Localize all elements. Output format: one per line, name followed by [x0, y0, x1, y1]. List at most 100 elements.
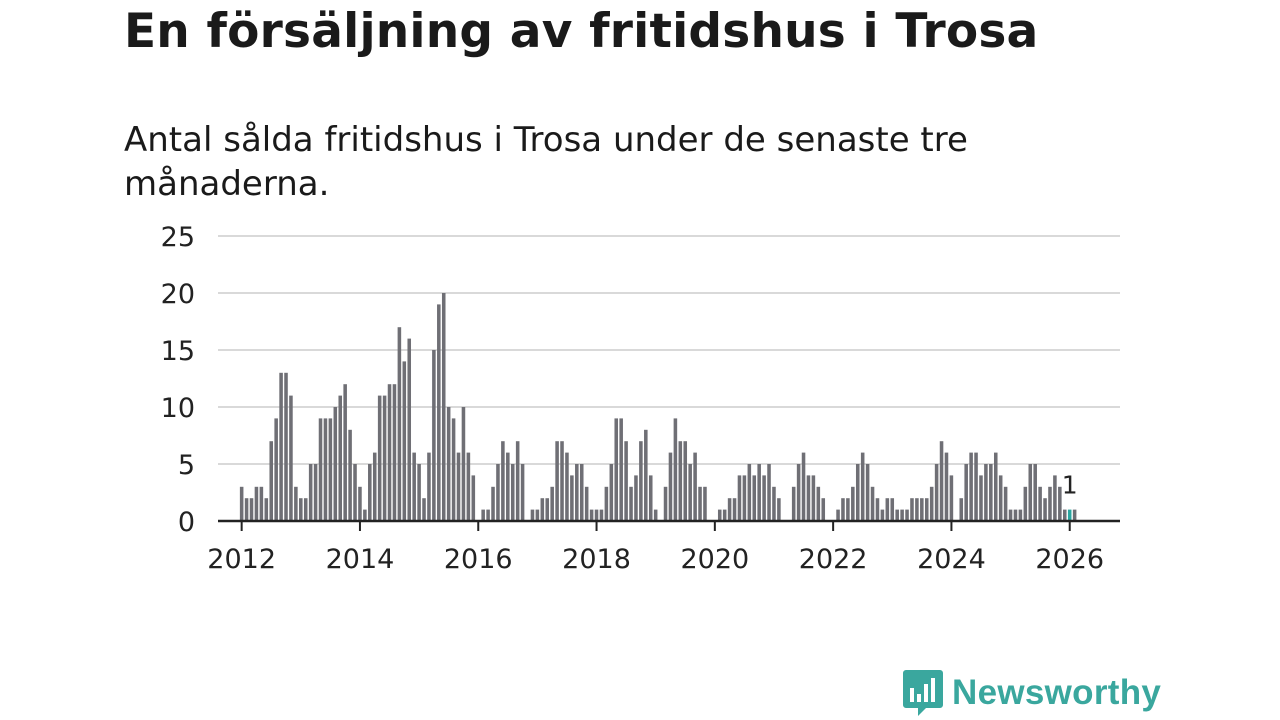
- chat-bar-chart-icon: [903, 670, 943, 716]
- y-axis-ticks: 0 5 10 15 20 25: [161, 222, 195, 538]
- bar: [752, 475, 757, 521]
- bar: [915, 498, 919, 521]
- bar: [1053, 475, 1057, 521]
- bar: [491, 486, 495, 521]
- bar: [934, 464, 939, 521]
- bar: [653, 509, 658, 521]
- bar: [481, 509, 485, 521]
- bar: [619, 418, 623, 521]
- bar: [451, 418, 456, 521]
- bar: [727, 498, 732, 521]
- x-tick-label: 2020: [680, 544, 749, 575]
- bar: [535, 509, 540, 521]
- bars: [239, 293, 1077, 521]
- bar: [294, 486, 298, 521]
- bar: [693, 452, 697, 521]
- bar: [466, 452, 471, 521]
- bar: [1058, 486, 1062, 521]
- bar: [456, 452, 461, 521]
- bar: [575, 464, 579, 521]
- bar: [432, 350, 436, 521]
- bar: [589, 509, 594, 521]
- bar: [791, 486, 796, 521]
- bar: [870, 486, 875, 521]
- bar: [1048, 486, 1052, 521]
- x-tick-label: 2012: [207, 544, 276, 575]
- bar: [841, 498, 845, 521]
- bar: [284, 372, 288, 521]
- bar: [338, 395, 343, 521]
- bar: [417, 464, 421, 521]
- bar: [855, 464, 860, 521]
- bar: [920, 498, 924, 521]
- bar: [1043, 498, 1047, 521]
- bar: [895, 509, 899, 521]
- y-tick-label: 0: [178, 507, 195, 538]
- bar: [382, 395, 387, 521]
- bar-latest: [1067, 509, 1072, 521]
- y-tick-label: 25: [161, 222, 195, 253]
- bar: [318, 418, 323, 521]
- bar: [387, 384, 392, 521]
- bar: [949, 475, 954, 521]
- bar: [506, 452, 510, 521]
- bar: [663, 486, 668, 521]
- bar: [259, 486, 264, 521]
- bar: [254, 486, 259, 521]
- bar: [683, 441, 688, 521]
- bar: [550, 486, 554, 521]
- bar: [698, 486, 702, 521]
- bar: [446, 407, 451, 521]
- bar: [422, 498, 426, 521]
- bar: [969, 452, 973, 521]
- bar: [851, 486, 855, 521]
- bar: [722, 509, 727, 521]
- bar: [244, 498, 249, 521]
- bar: [836, 509, 840, 521]
- bar: [397, 327, 402, 521]
- bar: [299, 498, 303, 521]
- bar: [648, 475, 653, 521]
- bar: [821, 498, 826, 521]
- bar: [846, 498, 850, 521]
- bar: [634, 475, 638, 521]
- bar: [540, 498, 545, 521]
- bar: [762, 475, 766, 521]
- bar: [303, 498, 308, 521]
- bar: [239, 486, 244, 521]
- bar: [624, 441, 628, 521]
- bar: [816, 486, 821, 521]
- bar: [639, 441, 643, 521]
- bar: [471, 475, 476, 521]
- bar: [269, 441, 274, 521]
- bar: [732, 498, 737, 521]
- bar: [560, 441, 564, 521]
- bar: [510, 464, 515, 521]
- bar: [323, 418, 328, 521]
- bar: [441, 293, 446, 521]
- bar: [407, 338, 412, 521]
- bar: [673, 418, 678, 521]
- bar: [427, 452, 431, 521]
- bar: [501, 441, 505, 521]
- bar: [279, 372, 283, 521]
- y-tick-label: 10: [161, 393, 195, 424]
- bar: [363, 509, 367, 521]
- bar: [806, 475, 811, 521]
- x-tick-label: 2026: [1035, 544, 1104, 575]
- bar: [880, 509, 885, 521]
- bar: [757, 464, 761, 521]
- bar: [515, 441, 520, 521]
- latest-value-label: 1: [1062, 471, 1078, 500]
- bar: [1003, 486, 1008, 521]
- annotations: 1: [1062, 471, 1078, 500]
- chart-title: En försäljning av fritidshus i Trosa: [124, 4, 1039, 59]
- chart-subtitle: Antal sålda fritidshus i Trosa under de …: [124, 120, 968, 204]
- bar: [865, 464, 870, 521]
- bar: [1062, 509, 1067, 521]
- bar: [461, 407, 466, 521]
- bar: [392, 384, 397, 521]
- bar: [599, 509, 604, 521]
- bar: [584, 486, 589, 521]
- bar: [274, 418, 278, 521]
